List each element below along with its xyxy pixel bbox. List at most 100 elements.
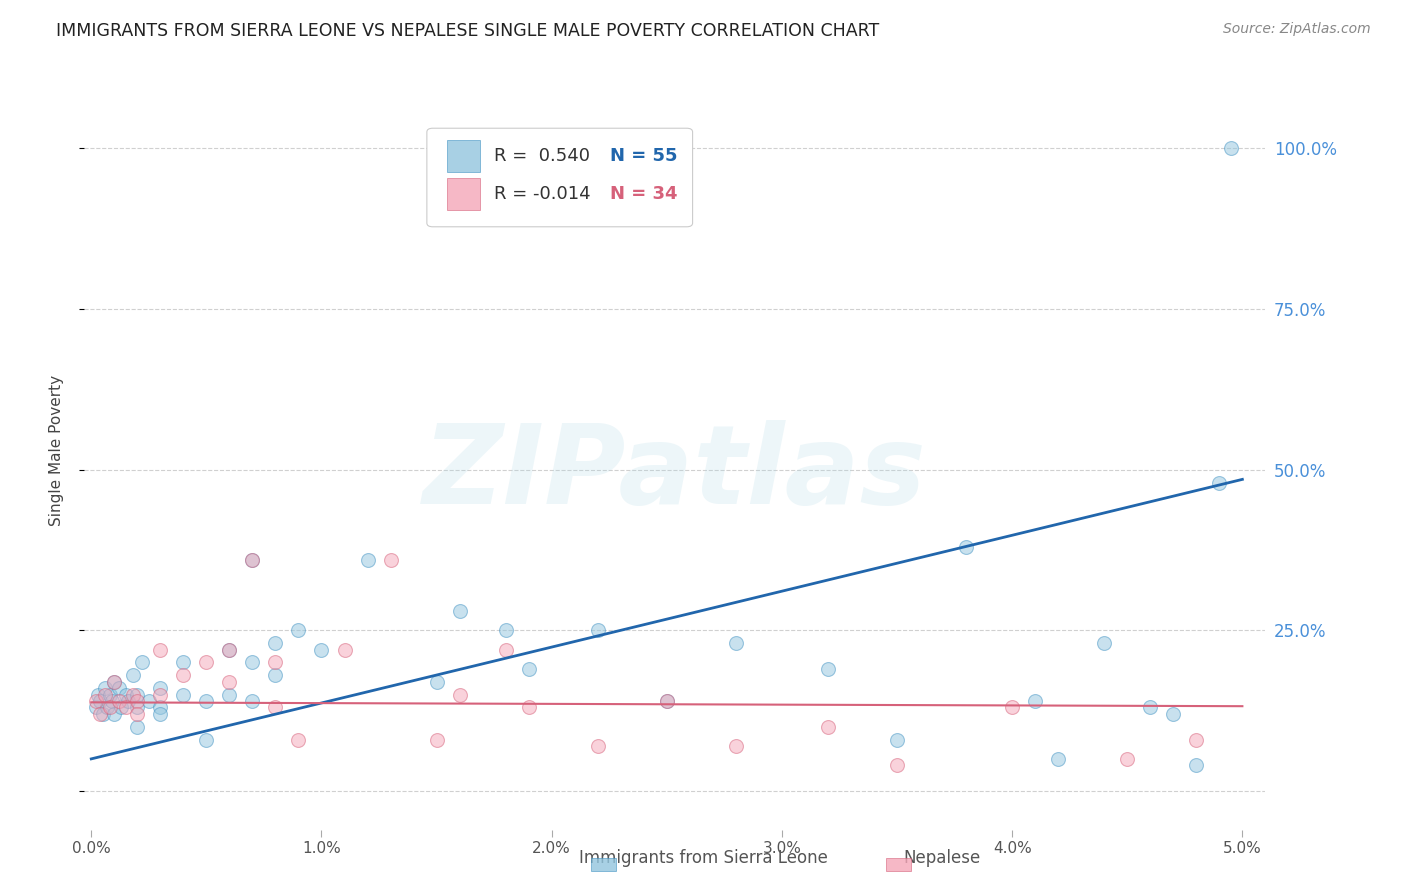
Point <box>149 700 172 714</box>
Point <box>426 674 449 689</box>
Point <box>1185 732 1208 747</box>
Point <box>98 688 121 702</box>
Point <box>195 694 218 708</box>
Point <box>333 642 356 657</box>
Point <box>495 642 517 657</box>
Point <box>356 552 378 566</box>
Point <box>84 694 107 708</box>
Point <box>114 688 136 702</box>
Point <box>218 642 240 657</box>
Point <box>218 688 240 702</box>
Point <box>264 700 287 714</box>
Text: IMMIGRANTS FROM SIERRA LEONE VS NEPALESE SINGLE MALE POVERTY CORRELATION CHART: IMMIGRANTS FROM SIERRA LEONE VS NEPALESE… <box>56 22 880 40</box>
Point <box>311 642 333 657</box>
Point <box>127 688 149 702</box>
Point <box>586 624 609 638</box>
Point <box>1185 758 1208 772</box>
Point <box>724 636 747 650</box>
Point <box>172 656 194 670</box>
Point <box>138 694 160 708</box>
Point <box>110 700 132 714</box>
Text: R =  0.540: R = 0.540 <box>494 147 591 165</box>
Point <box>149 688 172 702</box>
Point <box>103 706 125 721</box>
Point <box>380 552 402 566</box>
Point <box>287 624 309 638</box>
Text: Source: ZipAtlas.com: Source: ZipAtlas.com <box>1223 22 1371 37</box>
Point <box>1163 706 1185 721</box>
Text: R = -0.014: R = -0.014 <box>494 186 591 203</box>
Point <box>172 688 194 702</box>
Point <box>103 674 125 689</box>
Y-axis label: Single Male Poverty: Single Male Poverty <box>49 375 63 526</box>
Point <box>495 624 517 638</box>
Point <box>264 656 287 670</box>
Point <box>1001 700 1024 714</box>
Point <box>87 688 110 702</box>
Point <box>103 674 125 689</box>
Point <box>121 688 143 702</box>
Point <box>586 739 609 753</box>
Point <box>886 758 908 772</box>
Point <box>121 668 143 682</box>
Point <box>127 700 149 714</box>
Point <box>426 732 449 747</box>
Point <box>84 700 107 714</box>
Point <box>94 681 117 696</box>
Point <box>127 720 149 734</box>
Point <box>449 688 471 702</box>
Point <box>1024 694 1046 708</box>
Point <box>264 668 287 682</box>
Point <box>955 540 977 554</box>
Point <box>242 552 264 566</box>
Point <box>94 688 117 702</box>
Point <box>1116 752 1139 766</box>
Point <box>218 674 240 689</box>
Point <box>1208 475 1230 490</box>
Point <box>127 706 149 721</box>
Point <box>89 706 111 721</box>
Point <box>98 700 121 714</box>
Point <box>172 668 194 682</box>
Point <box>517 700 540 714</box>
Bar <box>447 140 479 172</box>
Point <box>449 604 471 618</box>
Point <box>127 694 149 708</box>
Point <box>287 732 309 747</box>
Point <box>195 656 218 670</box>
Point <box>96 700 118 714</box>
Point <box>91 706 114 721</box>
Point <box>517 662 540 676</box>
Point <box>1047 752 1070 766</box>
Point <box>1139 700 1161 714</box>
Point <box>195 732 218 747</box>
Point <box>108 694 131 708</box>
Point <box>131 656 153 670</box>
Point <box>149 681 172 696</box>
Point <box>817 720 839 734</box>
Point <box>724 739 747 753</box>
Text: Immigrants from Sierra Leone: Immigrants from Sierra Leone <box>578 849 828 867</box>
Point <box>817 662 839 676</box>
Text: ZIPatlas: ZIPatlas <box>423 420 927 526</box>
Point <box>242 656 264 670</box>
Text: N = 55: N = 55 <box>610 147 678 165</box>
Point <box>89 694 111 708</box>
Point <box>114 700 136 714</box>
Point <box>117 694 139 708</box>
Point <box>149 706 172 721</box>
Point <box>886 732 908 747</box>
Point <box>101 694 124 708</box>
Text: N = 34: N = 34 <box>610 186 678 203</box>
Point <box>1219 141 1241 155</box>
Point <box>264 636 287 650</box>
Point <box>1092 636 1115 650</box>
Point <box>218 642 240 657</box>
Point <box>242 694 264 708</box>
Point <box>108 681 131 696</box>
Bar <box>447 178 479 211</box>
Point <box>655 694 678 708</box>
Point <box>655 694 678 708</box>
Point <box>242 552 264 566</box>
FancyBboxPatch shape <box>427 128 693 227</box>
